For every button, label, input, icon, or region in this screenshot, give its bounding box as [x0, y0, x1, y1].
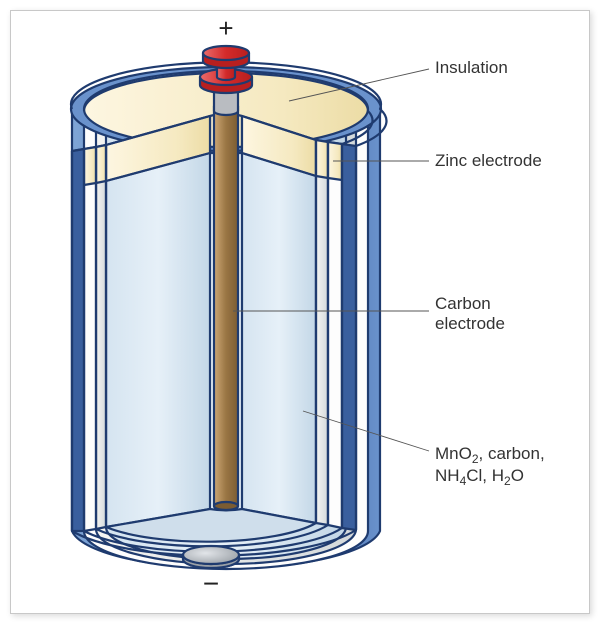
battery-body [71, 46, 386, 569]
battery-diagram: + − Insulation Zinc electrode Carbon ele… [11, 11, 589, 613]
label-insulation: Insulation [435, 58, 508, 77]
label-zinc: Zinc electrode [435, 151, 542, 170]
figure-frame: + − Insulation Zinc electrode Carbon ele… [10, 10, 590, 614]
cutaway-left-face [72, 116, 210, 531]
label-paste-line2: NH4Cl, H2O [435, 466, 524, 488]
minus-symbol: − [203, 568, 219, 599]
carbon-electrode-rod [214, 83, 238, 510]
cutaway-right-face [242, 116, 356, 530]
label-carbon-2: electrode [435, 314, 505, 333]
plus-symbol: + [218, 13, 233, 43]
label-carbon-1: Carbon [435, 294, 491, 313]
label-paste-line1: MnO2, carbon, [435, 444, 545, 466]
